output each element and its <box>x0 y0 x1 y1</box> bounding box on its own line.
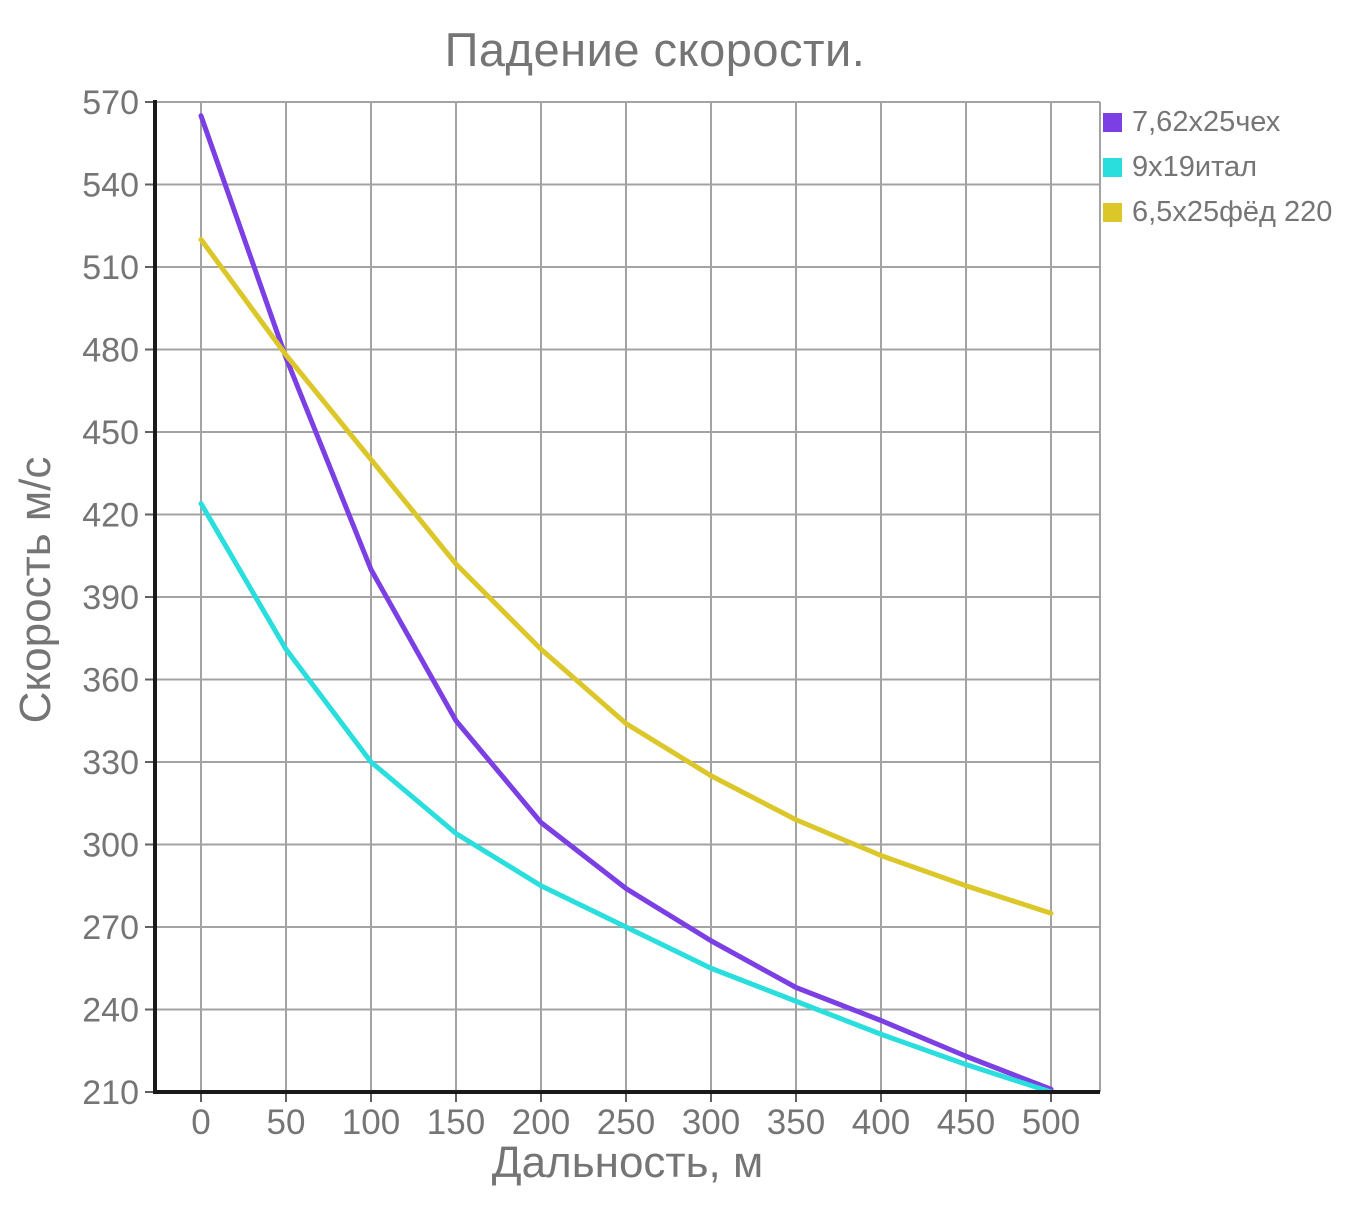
svg-text:350: 350 <box>767 1103 825 1142</box>
svg-text:450: 450 <box>937 1103 995 1142</box>
svg-text:500: 500 <box>1022 1103 1080 1142</box>
svg-text:250: 250 <box>597 1103 655 1142</box>
svg-text:330: 330 <box>82 744 139 782</box>
legend-swatch-icon <box>1103 158 1122 177</box>
legend-label: 9х19итал <box>1132 151 1258 183</box>
tick-marks <box>145 101 1052 1102</box>
legend-swatch-icon <box>1103 113 1122 132</box>
y-tick-labels: 210 240 270 300 330 360 390 420 450 480 510 540 570 <box>82 84 139 1112</box>
svg-text:100: 100 <box>342 1103 400 1142</box>
svg-text:570: 570 <box>82 84 139 122</box>
legend-label: 6,5х25фёд 220 <box>1132 196 1333 228</box>
legend: 7,62х25чех 9х19итал 6,5х25фёд 220 <box>1103 100 1332 235</box>
gridlines <box>155 101 1101 1093</box>
legend-item: 6,5х25фёд 220 <box>1103 190 1332 235</box>
line-series-0 <box>198 113 1054 1092</box>
svg-text:510: 510 <box>82 249 139 287</box>
legend-item: 9х19итал <box>1103 145 1332 190</box>
legend-swatch-icon <box>1103 203 1122 222</box>
y-axis-label-text: Скорость м/с <box>11 456 60 724</box>
line-series-1 <box>198 501 1054 1095</box>
legend-item: 7,62х25чех <box>1103 100 1332 145</box>
svg-text:150: 150 <box>427 1103 485 1142</box>
svg-text:300: 300 <box>682 1103 740 1142</box>
svg-text:400: 400 <box>852 1103 910 1142</box>
svg-text:390: 390 <box>82 579 139 617</box>
line-series-2 <box>198 237 1054 916</box>
svg-text:480: 480 <box>82 332 139 370</box>
svg-text:200: 200 <box>512 1103 570 1142</box>
svg-text:0: 0 <box>191 1103 210 1142</box>
x-tick-labels: 0 50 100 150 200 250 300 350 400 450 500 <box>191 1103 1080 1142</box>
svg-text:300: 300 <box>82 827 139 865</box>
svg-text:210: 210 <box>82 1074 139 1112</box>
svg-text:50: 50 <box>267 1103 306 1142</box>
legend-label: 7,62х25чех <box>1132 106 1281 138</box>
svg-text:270: 270 <box>82 909 139 947</box>
x-axis-label: Дальность, м <box>491 1138 764 1187</box>
svg-text:450: 450 <box>82 414 139 452</box>
chart-title: Падение скорости. <box>444 23 866 76</box>
svg-text:240: 240 <box>82 992 139 1030</box>
svg-text:360: 360 <box>82 662 139 700</box>
svg-text:540: 540 <box>82 167 139 205</box>
svg-text:420: 420 <box>82 497 139 535</box>
axis-spines <box>153 100 1100 1094</box>
